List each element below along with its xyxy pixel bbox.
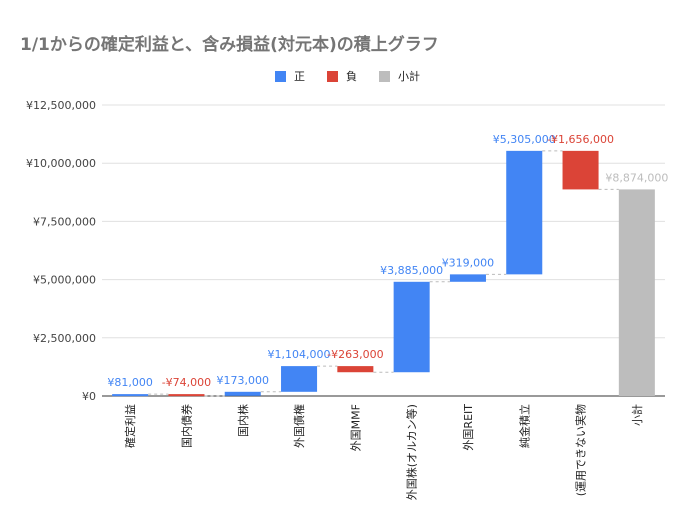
data-label: -¥74,000 (162, 376, 211, 389)
x-tick-label: 国内債券 (179, 404, 193, 448)
legend-swatch-subtotal (379, 70, 390, 82)
data-label: ¥8,874,000 (605, 171, 668, 184)
x-tick-label: (運用できない実物 (574, 404, 588, 496)
legend-item-positive[interactable]: 正 (275, 68, 305, 84)
legend-label-positive: 正 (294, 70, 305, 83)
x-tick-label: 純金積立 (517, 404, 531, 448)
data-label: ¥173,000 (217, 374, 270, 387)
x-tick-label: 外国MMF (349, 404, 362, 451)
x-tick-label: 外国債権 (292, 404, 306, 448)
y-tick-label: ¥5,000,000 (33, 274, 96, 287)
legend-swatch-negative (327, 70, 338, 82)
data-label: -¥1,656,000 (547, 133, 614, 146)
x-tick-label: 小計 (630, 404, 644, 426)
data-label: ¥3,885,000 (380, 264, 443, 277)
bar-positive (393, 281, 430, 373)
data-label: -¥263,000 (327, 348, 383, 361)
y-tick-label: ¥0 (82, 390, 96, 403)
bar-negative (562, 150, 599, 190)
x-tick-label: 外国REIT (462, 404, 475, 451)
data-label: ¥1,104,000 (268, 348, 331, 361)
legend-label-negative: 負 (346, 70, 357, 83)
bar-positive (224, 391, 261, 396)
bar-positive (449, 274, 486, 282)
x-tick-label: 国内株 (236, 404, 250, 437)
legend: 正 負 小計 (0, 68, 695, 84)
x-tick-label: 確定利益 (123, 404, 137, 448)
bar-positive (506, 150, 543, 275)
y-tick-label: ¥12,500,000 (26, 99, 96, 112)
data-label: ¥81,000 (107, 376, 153, 389)
y-tick-label: ¥7,500,000 (33, 215, 96, 228)
legend-item-negative[interactable]: 負 (327, 68, 357, 84)
legend-swatch-positive (275, 70, 286, 82)
data-label: ¥5,305,000 (493, 133, 556, 146)
y-tick-label: ¥10,000,000 (26, 157, 96, 170)
bar-negative (337, 366, 374, 373)
bar-positive (281, 366, 318, 392)
bar-positive (112, 394, 149, 397)
bar-negative (168, 394, 205, 397)
legend-item-subtotal[interactable]: 小計 (379, 68, 420, 84)
data-label: ¥319,000 (442, 256, 495, 269)
y-tick-label: ¥2,500,000 (33, 332, 96, 345)
bar-subtotal (618, 189, 655, 396)
legend-label-subtotal: 小計 (398, 70, 420, 83)
x-tick-label: 外国株(オルカン等) (405, 404, 419, 500)
chart-title: 1/1からの確定利益と、含み損益(対元本)の積上グラフ (20, 35, 439, 55)
